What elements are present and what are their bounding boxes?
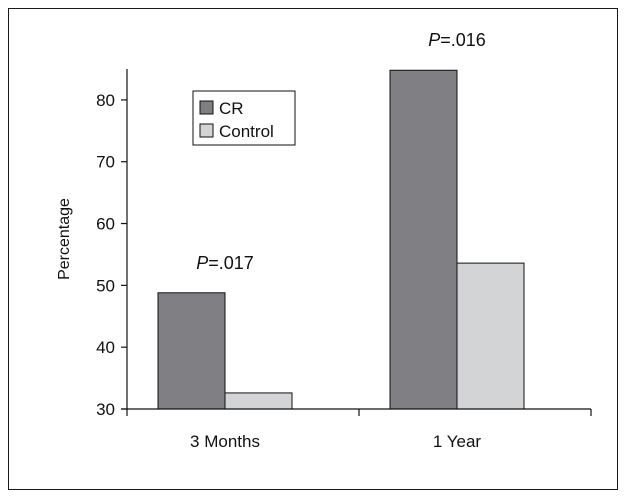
x-ticks-group: 3 Months 1 Year	[126, 409, 592, 451]
bar-cr-2	[389, 69, 458, 410]
y-tick-label: 50	[96, 276, 115, 295]
y-tick-label: 40	[96, 338, 115, 357]
y-tick-label: 30	[96, 400, 115, 419]
bar-control-1	[224, 392, 293, 410]
x-tick-label: 3 Months	[190, 432, 260, 451]
p-value-annotation: P=.017	[196, 253, 254, 273]
y-tick-label: 80	[96, 91, 115, 110]
p-value-annotation: P=.016	[428, 30, 486, 50]
legend-label-cr: CR	[219, 99, 244, 118]
bar-control-2	[456, 262, 525, 410]
y-axis-label: Percentage	[56, 198, 73, 280]
legend-swatch-control	[199, 123, 214, 138]
bars-group	[157, 69, 525, 410]
y-ticks-group: 30 40 50 60 70 80	[96, 91, 127, 419]
figure-frame: 30 40 50 60 70 80 3 Months 1 Year Percentage P…	[8, 8, 618, 490]
legend-swatch-cr	[199, 100, 214, 115]
axes-group	[121, 69, 591, 410]
legend-label-control: Control	[219, 122, 274, 141]
x-tick-label: 1 Year	[433, 432, 482, 451]
annotations-group: P=.017 P=.016	[196, 30, 486, 273]
bar-chart: 30 40 50 60 70 80 3 Months 1 Year Percentage P…	[56, 30, 592, 451]
y-tick-label: 70	[96, 153, 115, 172]
legend: CR Control	[192, 90, 296, 146]
bar-cr-1	[157, 292, 226, 410]
y-tick-label: 60	[96, 215, 115, 234]
